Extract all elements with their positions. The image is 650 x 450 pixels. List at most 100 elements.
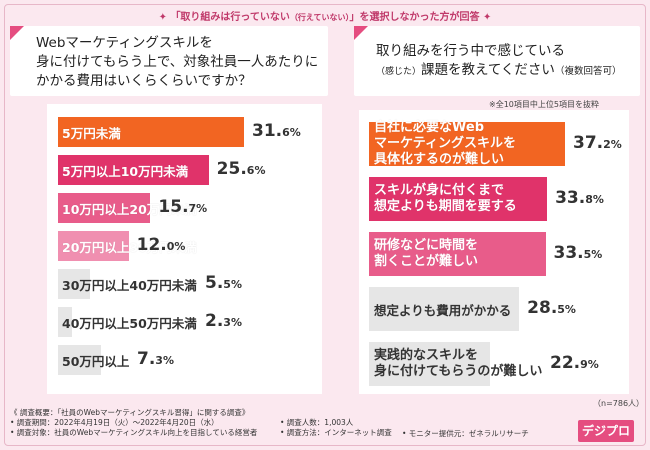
value-decimal: 3% [223, 316, 242, 330]
bar-category-label: 想定よりも費用がかかる [374, 300, 511, 319]
bar-category-label: 5万円以上10万円未満 [62, 161, 188, 180]
bar-value-label: 12.0% [137, 235, 186, 255]
value-decimal: 7% [188, 202, 208, 216]
value-number: 15. [158, 197, 189, 218]
bar [369, 287, 520, 331]
value-number: 31. [252, 121, 283, 142]
bar [58, 193, 151, 223]
value-number: 25. [216, 159, 247, 180]
bar-value-label: 7.3% [137, 349, 174, 369]
logo: デジプロ [578, 420, 634, 442]
corner-triangle [10, 26, 24, 40]
bar [58, 231, 129, 261]
value-decimal: 5% [557, 303, 576, 317]
banner-post: 」を選択しなかった方が回答 [349, 12, 480, 23]
banner-small: （行えていない） [289, 13, 350, 22]
bar [369, 232, 546, 276]
bar [369, 122, 565, 166]
bar-category-label: 実践的なスキルを 身に付けてもらうのが難しい [374, 348, 542, 380]
bar-value-label: 33.5% [554, 243, 603, 263]
bar-category-line: 割くことが難しい [374, 254, 479, 269]
footer-line: • 調査人数：1,003人 [280, 418, 354, 427]
bar-category-line: 50万円以上 [62, 354, 130, 369]
bar-category-line: 自社に必要なWeb [374, 120, 484, 135]
bar-value-label: 31.6% [252, 121, 301, 141]
right-question-line1: 取り組みを行う中で感じている [376, 43, 565, 59]
bar-category-label: 自社に必要なWeb マーケティングスキルを 具体化するのが難しい [374, 120, 516, 168]
bar-category-line: 20万円以上30万円未満 [62, 240, 197, 255]
value-number: 37. [573, 133, 604, 154]
bar-value-label: 22.9% [550, 353, 599, 373]
banner-pre: 「取り組みは行っていない [170, 12, 290, 23]
bar-category-label: 40万円以上50万円未満 [62, 313, 197, 332]
value-number: 12. [136, 235, 167, 256]
value-decimal: 6% [282, 126, 301, 140]
bar-category-line: 身に付けてもらうのが難しい [374, 364, 543, 379]
left-question-line: 身に付けてもらう上で、対象社員一人あたりに [36, 54, 319, 70]
survey-footer-col2: • 調査人数：1,003人 • 調査方法：インターネット調査 [280, 418, 392, 438]
bar [58, 117, 244, 147]
sparkle-icon: ✦ [158, 12, 167, 23]
bar [369, 342, 490, 386]
footer-line: 《 調査概要：「社員のWebマーケティングスキル習得」に関する調査》 [10, 408, 250, 417]
value-decimal: 5% [583, 248, 603, 262]
right-question-box: 取り組みを行う中で感じている （感じた）課題を教えてください（複数回答可） [354, 26, 640, 96]
bar [58, 345, 101, 375]
bar-value-label: 15.7% [158, 197, 207, 217]
bar-value-label: 28.5% [527, 298, 576, 318]
value-number: 33. [553, 243, 584, 264]
footer-line: • 調査対象：社員のWebマーケティングスキル向上を目指している経営者 [10, 428, 258, 437]
right-question-text: 取り組みを行う中で感じている （感じた）課題を教えてください（複数回答可） [376, 42, 621, 82]
left-question-text: Webマーケティングスキルを 身に付けてもらう上で、対象社員一人あたりに かかる… [36, 34, 318, 91]
value-number: 2. [205, 311, 224, 332]
bar-value-label: 37.2% [573, 133, 622, 153]
corner-triangle [354, 26, 368, 40]
bar-category-line: 研修などに時間を [374, 238, 479, 253]
bar-category-label: 30万円以上40万円未満 [62, 275, 197, 294]
sample-size: （n=786人） [593, 399, 645, 408]
left-question-line: かかる費用はいくらくらいですか？ [36, 73, 252, 89]
frame-border [4, 4, 646, 446]
bar-category-line: マーケティングスキルを [374, 136, 516, 151]
value-number: 33. [555, 188, 586, 209]
bar-category-label: 研修などに時間を 割くことが難しい [374, 238, 478, 270]
footer-line: • 調査方法：インターネット調査 [280, 428, 392, 437]
bar-category-line: 具体化するのが難しい [374, 152, 505, 167]
bar-category-line: 実践的なスキルを [374, 348, 479, 363]
header-banner: ✦ 「取り組みは行っていない（行えていない）」を選択しなかった方が回答 ✦ [0, 8, 650, 23]
survey-footer: 《 調査概要：「社員のWebマーケティングスキル習得」に関する調査》 • 調査期… [10, 408, 257, 438]
bar [58, 307, 72, 337]
value-number: 22. [550, 353, 581, 374]
bar-category-label: 50万円以上 [62, 351, 129, 370]
bar-category-line: 5万円以上10万円未満 [62, 164, 189, 179]
bar-value-label: 2.3% [205, 311, 242, 331]
bar-value-label: 33.8% [555, 188, 604, 208]
bar-category-label: スキルが身に付くまで 想定よりも期間を要する [374, 183, 517, 215]
footer-line: • モニター提供元：ゼネラルリサーチ [402, 429, 529, 438]
value-number: 28. [527, 298, 558, 319]
right-question-line2: （感じた）課題を教えてください（複数回答可） [376, 62, 622, 78]
bar-category-line: 40万円以上50万円未満 [62, 316, 197, 331]
value-decimal: 9% [580, 358, 599, 372]
footer-line: • 調査期間：2022年4月19日（火）～2022年4月20日（水） [10, 418, 219, 427]
value-number: 7. [137, 349, 156, 370]
bar-value-label: 25.6% [217, 159, 266, 179]
bar-category-line: 10万円以上20万円未満 [62, 202, 197, 217]
left-question-line: Webマーケティングスキルを [36, 35, 213, 51]
bar-category-line: 想定よりも費用がかかる [374, 303, 512, 318]
value-decimal: 3% [155, 354, 174, 368]
right-note: ※全10項目中上位5項目を抜粋 [489, 100, 599, 109]
bar [58, 269, 91, 299]
value-decimal: 0% [166, 240, 186, 254]
bar [58, 155, 209, 185]
bar-category-line: 想定よりも期間を要する [374, 199, 517, 214]
bar [369, 177, 548, 221]
bar-category-line: 30万円以上40万円未満 [62, 278, 197, 293]
value-decimal: 6% [246, 164, 266, 178]
bar-category-label: 5万円未満 [62, 123, 121, 142]
value-decimal: 2% [603, 138, 622, 152]
bar-category-label: 10万円以上20万円未満 [62, 199, 197, 218]
left-question-box: Webマーケティングスキルを 身に付けてもらう上で、対象社員一人あたりに かかる… [10, 26, 328, 96]
value-decimal: 5% [223, 278, 242, 292]
value-number: 5. [205, 273, 224, 294]
